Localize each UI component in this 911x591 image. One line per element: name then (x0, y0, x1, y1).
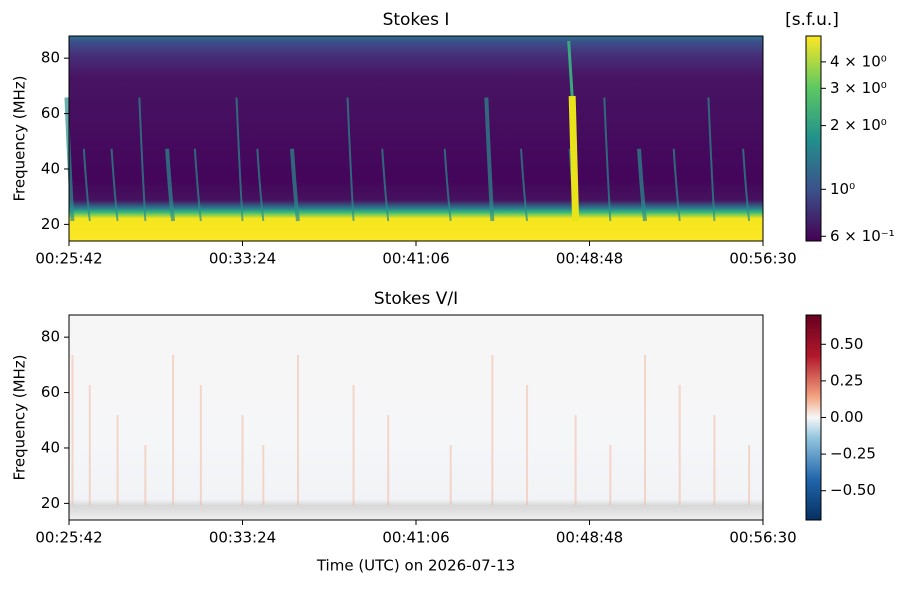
x-tick-label: 00:48:48 (556, 529, 623, 547)
y-tick-label: 80 (41, 49, 60, 67)
burst-streak (742, 148, 751, 222)
panel-title: Stokes I (383, 10, 450, 30)
burst-streak (110, 148, 119, 222)
panel-title: Stokes V/I (374, 289, 458, 309)
x-tick-label: 00:25:42 (35, 250, 102, 268)
burst-streak (603, 97, 612, 222)
colorbar-tick-label: 0.25 (830, 371, 863, 389)
burst-streak (637, 148, 648, 222)
burst-streak (193, 148, 202, 222)
x-tick-label: 00:33:24 (209, 250, 276, 268)
burst-streak (707, 97, 716, 222)
colorbar-label: [s.f.u.] (785, 10, 839, 30)
heatmap (69, 315, 763, 520)
burst-streak (138, 97, 147, 222)
burst-streak (443, 148, 452, 222)
y-tick-label: 60 (41, 383, 60, 401)
burst-streak (165, 148, 176, 222)
burst-streak (568, 95, 580, 222)
y-tick-label: 80 (41, 328, 60, 346)
x-tick-label: 00:41:06 (382, 529, 449, 547)
colorbar-tick-label: −0.50 (830, 481, 876, 499)
burst-streak (290, 148, 301, 222)
burst-streak (256, 148, 265, 222)
burst-streak (346, 97, 355, 222)
burst-streak (235, 97, 244, 222)
colorbar (805, 314, 822, 521)
burst-streak (672, 148, 681, 222)
colorbar-tick-label: 3 × 10⁰ (830, 79, 887, 97)
x-axis-label: Time (UTC) on 2026-07-13 (316, 557, 515, 575)
x-tick-label: 00:33:24 (209, 529, 276, 547)
burst-streak (381, 148, 390, 222)
colorbar (805, 35, 822, 242)
colorbar-tick-label: 2 × 10⁰ (830, 116, 887, 134)
colorbar-tick-label: 4 × 10⁰ (830, 52, 887, 70)
burst-streak (567, 40, 574, 97)
y-tick-label: 40 (41, 438, 60, 456)
colorbar-tick-label: −0.25 (830, 445, 876, 463)
heatmap (69, 36, 763, 241)
y-tick-label: 20 (41, 215, 60, 233)
x-tick-label: 00:56:30 (729, 250, 796, 268)
x-tick-label: 00:56:30 (729, 529, 796, 547)
x-tick-label: 00:41:06 (382, 250, 449, 268)
y-tick-label: 60 (41, 104, 60, 122)
x-tick-label: 00:48:48 (556, 250, 623, 268)
colorbar-tick-label: 6 × 10⁻¹ (830, 227, 895, 245)
burst-streak (82, 148, 91, 222)
colorbar-tick-label: 0.00 (830, 408, 863, 426)
colorbar-tick-label: 10⁰ (830, 180, 855, 198)
y-tick-label: 20 (41, 494, 60, 512)
x-tick-label: 00:25:42 (35, 529, 102, 547)
y-axis-label: Frequency (MHz) (11, 75, 29, 201)
burst-streak (484, 97, 495, 222)
y-axis-label: Frequency (MHz) (11, 354, 29, 480)
burst-streak (520, 148, 529, 222)
colorbar-tick-label: 0.50 (830, 335, 863, 353)
y-tick-label: 40 (41, 159, 60, 177)
